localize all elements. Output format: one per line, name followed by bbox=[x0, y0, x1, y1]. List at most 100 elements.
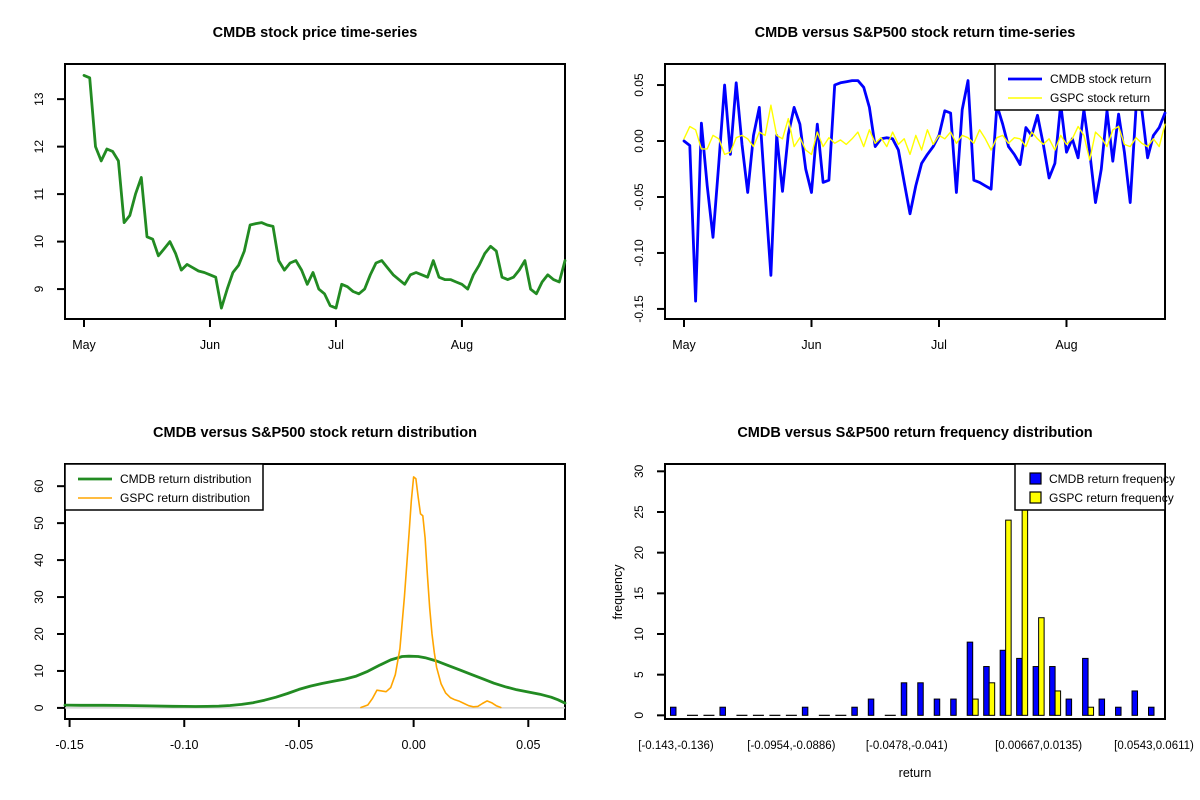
y-axis-label: frequency bbox=[611, 564, 625, 620]
y-tick-label: 11 bbox=[32, 188, 46, 201]
legend-label: GSPC stock return bbox=[1050, 91, 1150, 105]
gspc-return-distribution-line bbox=[360, 476, 502, 709]
legend-box bbox=[994, 63, 1166, 111]
cmdb-return-frequency-bar bbox=[917, 682, 924, 716]
x-tick-label: [0.0543,0.0611) bbox=[1114, 740, 1194, 752]
cmdb-return-frequency-bar bbox=[1065, 698, 1073, 716]
y-tick-label: -0.15 bbox=[632, 295, 646, 323]
panel-cmdb-price-timeseries: 9 10 11 12 13 May Jun Jul Aug CMDB stock price t… bbox=[32, 25, 567, 352]
y-tick-label: 10 bbox=[632, 627, 646, 641]
y-tick-label: 5 bbox=[632, 671, 646, 678]
y-tick-label: 30 bbox=[632, 464, 646, 478]
cmdb-return-frequency-bar bbox=[801, 706, 809, 716]
gspc-return-frequency-bar bbox=[1054, 690, 1062, 716]
legend-key-cmdb-return-frequency bbox=[1029, 472, 1042, 485]
gspc-return-frequency-bar bbox=[972, 698, 979, 716]
x-tick-label: 0.00 bbox=[401, 738, 425, 752]
legend-box bbox=[1014, 463, 1166, 511]
x-tick-label: May bbox=[672, 338, 696, 352]
y-tick-label: 0.00 bbox=[632, 129, 646, 153]
y-tick-label: 40 bbox=[32, 553, 46, 567]
cmdb-return-frequency-bar bbox=[983, 666, 990, 716]
plot-box bbox=[664, 63, 1166, 320]
x-tick-label: -0.10 bbox=[170, 738, 199, 752]
plot-area-histogram: 0 5 10 15 20 25 30 [-0.143,-0.136) [-0.0954,-0.0… bbox=[632, 463, 1194, 752]
gspc-return-frequency-bar bbox=[988, 682, 996, 716]
y-tick-label: -0.10 bbox=[632, 239, 646, 267]
y-tick-label: 12 bbox=[32, 140, 46, 154]
y-tick-label: 0.05 bbox=[632, 73, 646, 97]
cmdb-return-frequency-bar bbox=[966, 641, 974, 716]
panel-return-timeseries: 0.05 0.00 -0.05 -0.10 -0.15 May Jun Jul Aug CMDB … bbox=[632, 25, 1167, 352]
x-tick-label: -0.15 bbox=[55, 738, 84, 752]
cmdb-return-distribution-line bbox=[63, 654, 567, 708]
x-tick-label: -0.05 bbox=[285, 738, 314, 752]
x-tick-label: [-0.143,-0.136) bbox=[638, 740, 714, 752]
y-tick-label: 15 bbox=[632, 586, 646, 600]
chart-title: CMDB stock price time-series bbox=[213, 25, 418, 41]
legend-label: GSPC return frequency bbox=[1049, 491, 1174, 505]
y-tick-label: 9 bbox=[32, 285, 46, 292]
y-tick-label: 60 bbox=[32, 479, 46, 493]
y-tick-label: 10 bbox=[32, 664, 46, 678]
gspc-return-frequency-bar bbox=[1038, 617, 1045, 716]
gspc-stock-return-line bbox=[683, 104, 1166, 161]
y-tick-label: 20 bbox=[32, 627, 46, 641]
cmdb-return-frequency-bar bbox=[851, 706, 858, 716]
cmdb-return-frequency-bar bbox=[900, 682, 908, 716]
legend-label: CMDB return distribution bbox=[120, 472, 251, 486]
y-tick-label: 0 bbox=[632, 712, 646, 719]
legend-box bbox=[64, 463, 264, 511]
cmdb-return-frequency-bar bbox=[719, 706, 726, 716]
x-axis-label: return bbox=[899, 766, 932, 780]
cmdb-return-frequency-bar bbox=[950, 698, 957, 716]
x-tick-label: [-0.0954,-0.0886) bbox=[747, 740, 835, 752]
cmdb-return-frequency-bar bbox=[867, 698, 875, 716]
legend-label: CMDB stock return bbox=[1050, 72, 1151, 86]
cmdb-return-frequency-bar bbox=[999, 649, 1007, 716]
plot-box bbox=[664, 463, 1166, 720]
x-tick-label: Jun bbox=[801, 338, 821, 352]
cmdb-stock-price-line bbox=[82, 74, 567, 310]
y-tick-label: 13 bbox=[32, 92, 46, 106]
legend-label: GSPC return distribution bbox=[120, 491, 250, 505]
x-tick-label: Jul bbox=[931, 338, 947, 352]
chart-title: CMDB versus S&P500 stock return distribu… bbox=[153, 425, 477, 441]
cmdb-return-frequency-bar bbox=[1049, 666, 1056, 716]
cmdb-return-frequency-bar bbox=[1016, 657, 1023, 716]
chart-title: CMDB versus S&P500 return frequency dist… bbox=[737, 425, 1092, 441]
x-tick-label: [-0.0478,-0.041) bbox=[866, 740, 948, 752]
cmdb-return-frequency-bar bbox=[1098, 698, 1106, 716]
cmdb-return-frequency-bar bbox=[933, 698, 941, 716]
x-tick-label: [0.00667,0.0135) bbox=[995, 740, 1082, 752]
cmdb-return-frequency-bar bbox=[1131, 690, 1139, 716]
plot-box bbox=[64, 463, 566, 720]
y-tick-label: -0.05 bbox=[632, 183, 646, 211]
plot-box bbox=[64, 63, 566, 320]
x-tick-label: Aug bbox=[1055, 338, 1077, 352]
cmdb-return-frequency-bar bbox=[669, 706, 677, 716]
x-tick-label: May bbox=[72, 338, 96, 352]
x-tick-label: Jun bbox=[200, 338, 220, 352]
y-tick-label: 25 bbox=[632, 505, 646, 519]
gspc-return-frequency-bar bbox=[1005, 519, 1012, 716]
gspc-return-frequency-bar bbox=[1087, 706, 1095, 716]
y-tick-label: 0 bbox=[32, 704, 46, 711]
y-tick-label: 50 bbox=[32, 516, 46, 530]
panel-return-distribution: 0 10 20 30 40 50 60 -0.15 -0.10 -0.05 0.00 0.05 CMDB… bbox=[32, 425, 567, 752]
x-tick-label: Jul bbox=[328, 338, 344, 352]
cmdb-return-frequency-bar bbox=[1032, 666, 1040, 716]
x-tick-label: Aug bbox=[451, 338, 473, 352]
y-tick-label: 10 bbox=[32, 235, 46, 249]
plot-area-returns: 0.05 0.00 -0.05 -0.10 -0.15 May Jun Jul Aug CMDB … bbox=[632, 63, 1167, 352]
legend-key-gspc-return-frequency bbox=[1029, 491, 1042, 504]
plot-area-price: 9 10 11 12 13 May Jun Jul Aug bbox=[32, 63, 567, 352]
chart-title: CMDB versus S&P500 stock return time-ser… bbox=[755, 25, 1076, 41]
panel-return-frequency: 0 5 10 15 20 25 30 [-0.143,-0.136) [-0.0954,-0.0… bbox=[611, 425, 1194, 780]
y-tick-label: 20 bbox=[632, 546, 646, 560]
cmdb-return-frequency-bar bbox=[1082, 657, 1089, 716]
x-tick-label: 0.05 bbox=[516, 738, 540, 752]
cmdb-return-frequency-bar bbox=[1148, 706, 1155, 716]
legend-label: CMDB return frequency bbox=[1049, 472, 1175, 486]
